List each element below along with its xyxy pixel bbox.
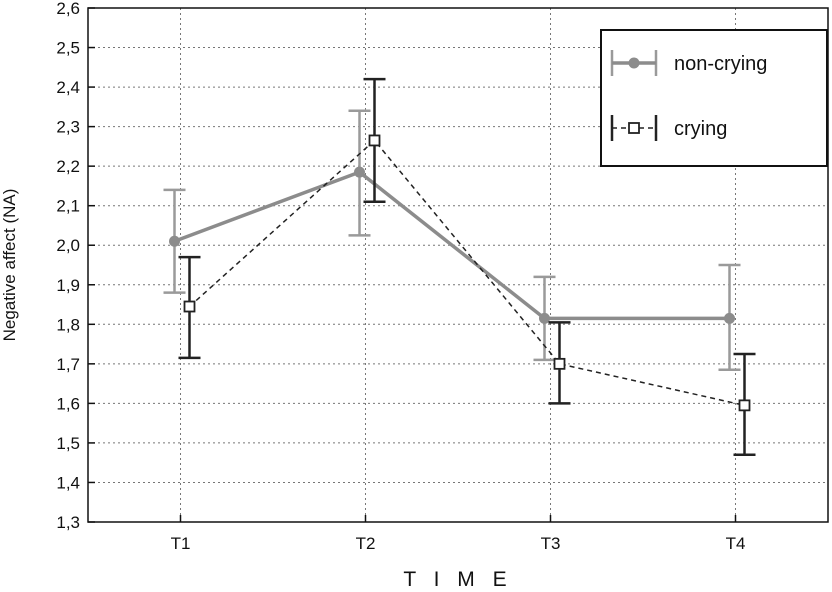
x-tick-label: T4 [726, 534, 746, 553]
data-point [183, 300, 196, 313]
data-point [724, 312, 735, 324]
data-point [539, 312, 550, 324]
legend-box [600, 29, 828, 167]
y-tick-label: 1,7 [56, 355, 80, 374]
y-axis-title: Negative affect (NA) [0, 189, 19, 342]
x-axis: T1 T2 T3 T4 [171, 515, 746, 553]
y-tick-label: 2,0 [56, 236, 80, 255]
legend-label: crying [674, 118, 727, 140]
y-tick-label: 1,6 [56, 394, 80, 413]
series-crying [178, 77, 756, 457]
x-tick-label: T1 [171, 534, 191, 553]
legend-item-crying: crying [610, 115, 727, 141]
series-line [173, 170, 730, 321]
x-tick-label: T2 [356, 534, 376, 553]
y-tick-label: 1,9 [56, 276, 80, 295]
y-tick-label: 2,1 [56, 197, 80, 216]
plot-area [87, 7, 829, 523]
series-layer [163, 77, 756, 457]
series-line [188, 139, 745, 407]
y-tick-label: 2,5 [56, 39, 80, 58]
legend-item-non-crying: non-crying [610, 50, 767, 76]
legend-label: non-crying [674, 53, 767, 75]
y-tick-label: 1,3 [56, 513, 80, 532]
y-tick-label: 2,4 [56, 78, 80, 97]
y-tick-label: 1,8 [56, 315, 80, 334]
y-tick-label: 2,6 [56, 0, 80, 18]
data-point [354, 166, 365, 178]
y-tick-label: 2,3 [56, 118, 80, 137]
data-point [553, 357, 566, 370]
legend: non-crying crying [600, 29, 828, 167]
y-tick-label: 1,4 [56, 473, 80, 492]
y-axis: 1,3 1,4 1,5 1,6 1,7 1,8 1,9 2,0 2,1 2,2 2,3 2,4 2,5 2… [56, 0, 95, 532]
y-tick-label: 1,5 [56, 434, 80, 453]
data-point [368, 134, 381, 147]
x-axis-title: T I M E [403, 568, 512, 591]
legend-marker [628, 57, 640, 69]
y-tick-label: 2,2 [56, 157, 80, 176]
legend-marker [628, 122, 640, 134]
data-point [738, 399, 751, 412]
x-tick-label: T3 [541, 534, 561, 553]
data-point [169, 235, 180, 247]
